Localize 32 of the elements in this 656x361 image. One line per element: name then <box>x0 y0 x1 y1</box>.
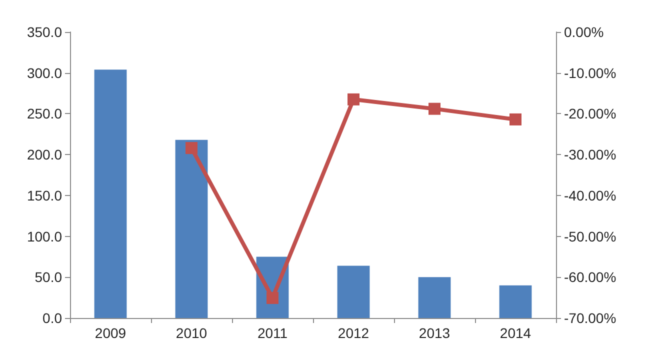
x-tick-label: 2013 <box>418 325 450 341</box>
y-tick-label: 300.0 <box>26 64 62 81</box>
y-tick-label: 200.0 <box>26 146 62 163</box>
point <box>348 93 360 106</box>
y2-tick-label: -70.00% <box>564 310 616 326</box>
y-tick-label: 250.0 <box>26 106 62 122</box>
y-tick-label: 0.0 <box>42 310 62 326</box>
bar <box>94 70 127 318</box>
x-tick-label: 2012 <box>338 325 370 341</box>
y-tick-label: 100.0 <box>26 228 62 244</box>
y-tick-label: 150.0 <box>26 187 62 204</box>
y2-tick-label: 0.00% <box>564 24 604 40</box>
x-tick-label: 2010 <box>176 325 208 341</box>
x-tick-label: 2014 <box>500 325 532 341</box>
y2-tick-label: -50.00% <box>564 228 616 244</box>
bar <box>499 285 532 318</box>
y2-tick-label: -10.00% <box>564 64 616 81</box>
point <box>510 113 522 126</box>
point <box>186 142 198 154</box>
bar <box>418 277 451 318</box>
y2-tick-label: -30.00% <box>564 146 616 163</box>
y-tick-label: 350.0 <box>26 24 62 40</box>
y2-tick-label: -20.00% <box>564 106 616 122</box>
x-tick-label: 2011 <box>257 325 288 341</box>
y-tick-label: 50.0 <box>34 269 62 286</box>
point <box>428 102 440 115</box>
point <box>266 292 278 304</box>
bar <box>175 140 208 318</box>
y2-tick-label: -40.00% <box>564 187 616 204</box>
y2-tick-label: -60.00% <box>564 269 616 286</box>
bar <box>337 266 370 318</box>
x-tick-label: 2009 <box>94 325 126 341</box>
